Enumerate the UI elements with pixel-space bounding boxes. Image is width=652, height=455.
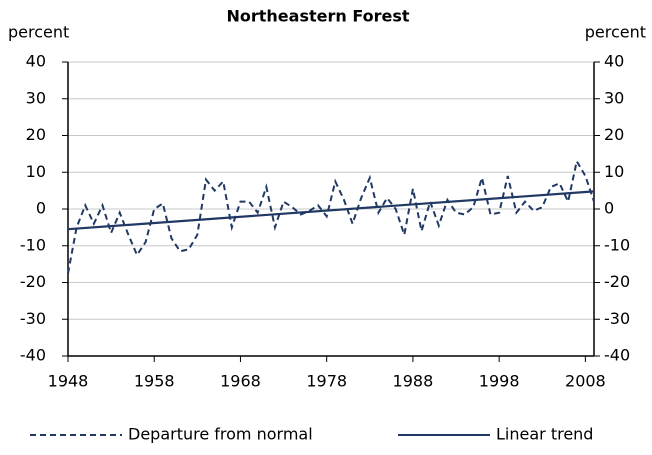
y-axis-label: percent (8, 23, 69, 42)
x-tick-label: 1988 (393, 372, 434, 391)
y-tick-label: 40 (26, 52, 46, 71)
y2-tick-label: 40 (604, 52, 624, 71)
y2-tick-label: 0 (604, 199, 614, 218)
trend-line (67, 190, 595, 231)
x-tick-label: 1998 (479, 372, 520, 391)
y2-axis-label: percent (585, 23, 646, 42)
y2-tick-label: -10 (604, 235, 630, 254)
y-tick-label: -20 (20, 272, 46, 291)
y-tick-label: -40 (20, 346, 46, 365)
y2-tick-label: -40 (604, 346, 630, 365)
y2-tick-label: -30 (604, 309, 630, 328)
y2-tick-label: 10 (604, 162, 624, 181)
y-tick-label: -30 (20, 309, 46, 328)
x-tick-label: 1958 (134, 372, 175, 391)
x-tick-label: 1968 (220, 372, 261, 391)
y2-tick-label: 20 (604, 125, 624, 144)
data-line (67, 158, 595, 274)
y-tick-label: 0 (36, 199, 46, 218)
y-tick-label: 20 (26, 125, 46, 144)
x-tick-label: 2008 (565, 372, 606, 391)
x-tick-label: 1978 (306, 372, 347, 391)
y-tick-label: 10 (26, 162, 46, 181)
legend-label: Departure from normal (128, 425, 313, 444)
y2-tick-label: 30 (604, 88, 624, 107)
x-tick-label: 1948 (48, 372, 89, 391)
chart-title: Northeastern Forest (226, 7, 409, 26)
y-tick-label: -10 (20, 235, 46, 254)
y2-tick-label: -20 (604, 272, 630, 291)
y-tick-label: 30 (26, 88, 46, 107)
legend-label: Linear trend (496, 425, 593, 444)
